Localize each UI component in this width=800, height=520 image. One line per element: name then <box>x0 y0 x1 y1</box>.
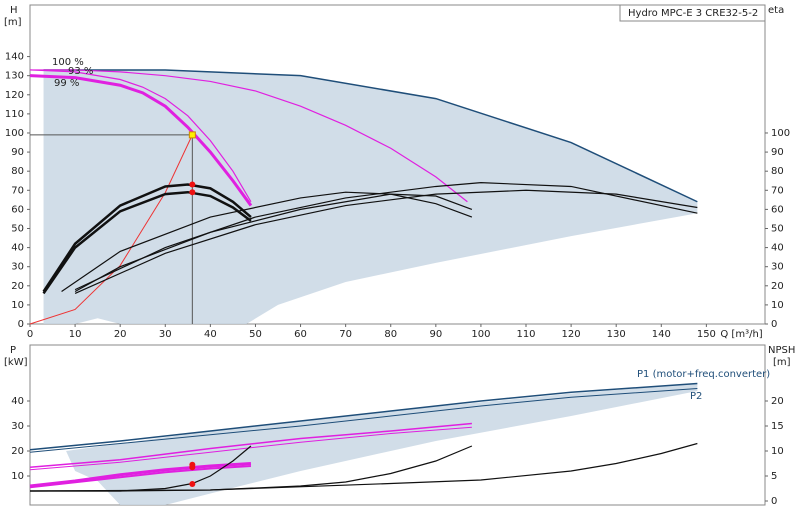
y-axis-label: H <box>10 5 18 16</box>
x-tick-label: 80 <box>384 329 397 340</box>
y2-tick-label: 60 <box>771 204 784 215</box>
x-tick-label: 100 <box>471 329 490 340</box>
y-tick-label: 50 <box>11 223 24 234</box>
y-tick-label: 70 <box>11 185 24 196</box>
x-tick-label: 110 <box>516 329 535 340</box>
y2-tick-label: 0 <box>771 319 777 330</box>
curve <box>74 182 698 291</box>
chart-title: Hydro MPC-E 3 CRE32-5-2 <box>628 8 758 19</box>
curve <box>29 465 252 489</box>
curve <box>74 189 698 294</box>
curve <box>29 426 472 471</box>
y-tick-label: 110 <box>5 109 24 120</box>
x-tick-label: 130 <box>607 329 626 340</box>
curve <box>29 422 472 468</box>
curve <box>29 442 698 492</box>
x-tick-label: 20 <box>114 329 127 340</box>
curve <box>29 388 698 453</box>
duty-point <box>188 131 196 139</box>
x-tick-label: 60 <box>294 329 307 340</box>
y2-tick-label: 30 <box>771 262 784 273</box>
annotation: P2 <box>690 391 702 402</box>
y2-tick-label: 90 <box>771 147 784 158</box>
y2-tick-label: 20 <box>771 281 784 292</box>
annotation: 99 % <box>54 78 79 89</box>
y-tick-label: 40 <box>11 396 24 407</box>
y2-tick-label: 10 <box>771 446 784 457</box>
y-axis-unit: [m] <box>4 17 22 28</box>
y-tick-label: 60 <box>11 204 24 215</box>
y-tick-label: 130 <box>5 71 24 82</box>
plot: 0 10 20 30 40 50 60 70 80 90 100 110 120 130 140 150010… <box>4 4 790 340</box>
y-tick-label: 30 <box>11 421 24 432</box>
title-box <box>619 4 766 22</box>
y2-tick-label: 50 <box>771 223 784 234</box>
operating-point <box>189 181 196 188</box>
y2-tick-label: 80 <box>771 166 784 177</box>
x-tick-label: 30 <box>159 329 172 340</box>
curve <box>61 191 473 293</box>
y2-tick-label: 40 <box>771 243 784 254</box>
operating-point <box>189 189 196 196</box>
curve <box>29 74 253 207</box>
y2-tick-label: 70 <box>771 185 784 196</box>
x-axis-label: Q [m³/h] <box>720 329 762 340</box>
y2-axis-label: eta <box>768 5 784 16</box>
y-tick-label: 20 <box>11 281 24 292</box>
x-tick-label: 120 <box>562 329 581 340</box>
curve <box>74 193 473 293</box>
curve <box>42 183 252 293</box>
y-tick-label: 10 <box>11 471 24 482</box>
x-tick-label: 0 <box>27 329 33 340</box>
x-tick-label: 10 <box>69 329 82 340</box>
y2-tick-label: 5 <box>771 471 777 482</box>
y-axis-label: P <box>10 345 16 356</box>
y-tick-label: 80 <box>11 166 24 177</box>
y-tick-label: 100 <box>5 128 24 139</box>
envelope-area <box>66 383 698 505</box>
y2-axis-unit: [m] <box>773 357 791 368</box>
y-tick-label: 0 <box>18 319 24 330</box>
x-tick-label: 90 <box>429 329 442 340</box>
plot: 10 20 30 40 0 5 10 15 20 P[kW] NPSH[m]P1 (motor+fr… <box>4 344 795 507</box>
x-tick-label: 140 <box>652 329 671 340</box>
y-axis-unit: [kW] <box>4 357 28 368</box>
curve <box>29 134 193 325</box>
annotation: P1 (motor+freq.converter) <box>637 369 770 380</box>
annotation: 100 % <box>52 57 84 68</box>
y2-axis-label: NPSH <box>768 345 795 356</box>
x-tick-label: 50 <box>249 329 262 340</box>
y-tick-label: 140 <box>5 52 24 63</box>
x-tick-label: 70 <box>339 329 352 340</box>
x-tick-label: 150 <box>697 329 716 340</box>
curve <box>30 69 468 203</box>
operating-point <box>189 464 196 471</box>
y-tick-label: 90 <box>11 147 24 158</box>
y2-tick-label: 10 <box>771 300 784 311</box>
curve <box>29 69 252 203</box>
y-tick-label: 30 <box>11 262 24 273</box>
curve <box>43 69 698 203</box>
y2-tick-label: 0 <box>771 496 777 507</box>
y-tick-label: 120 <box>5 90 24 101</box>
curve <box>29 462 252 488</box>
y2-tick-label: 100 <box>771 128 790 139</box>
annotation: 93 % <box>68 66 93 77</box>
y-tick-label: 20 <box>11 446 24 457</box>
curve <box>29 382 698 451</box>
y-tick-label: 10 <box>11 300 24 311</box>
operating-point <box>189 481 196 487</box>
y2-tick-label: 20 <box>771 396 784 407</box>
curve <box>42 190 252 295</box>
x-tick-label: 40 <box>204 329 217 340</box>
y-tick-label: 40 <box>11 243 24 254</box>
y2-tick-label: 15 <box>771 421 784 432</box>
